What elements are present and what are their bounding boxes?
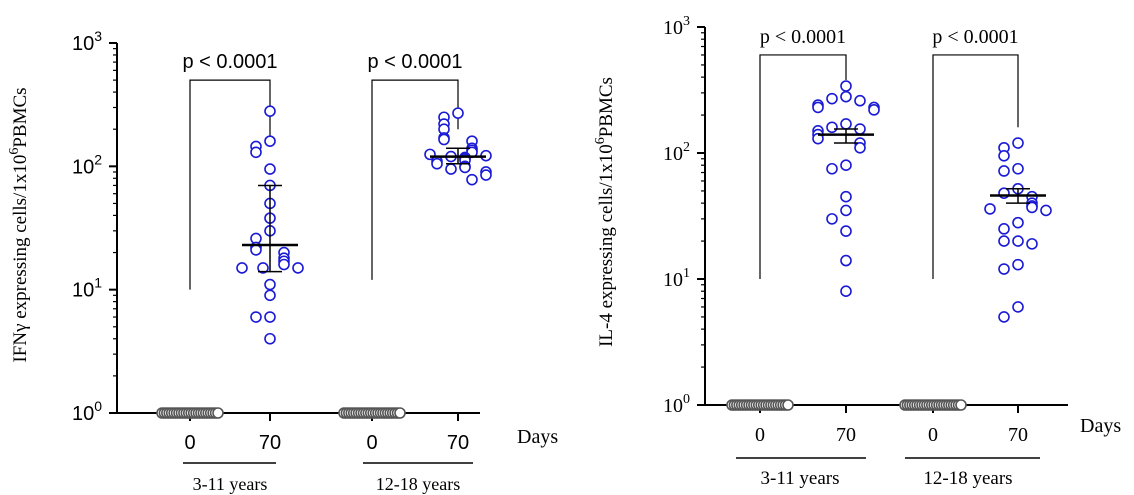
x-category-label: 70 [259,432,281,454]
panel-ifng: 100 101 102 103 IFNγ expressing cells/1x106P… [7,28,558,494]
data-point [264,332,276,345]
data-point [1040,204,1052,217]
data-point [840,204,852,217]
data-point [250,311,262,323]
panel-il4: 100 101 102 103 IL-4 expressing cells/1x106P… [593,14,1121,489]
data-point [1012,258,1024,271]
data-point [840,285,852,298]
data-point [250,146,262,159]
data-point [984,203,996,215]
data-point [1012,137,1024,149]
data-point [998,150,1010,162]
data-point [250,244,262,256]
data-point [445,163,457,175]
data-point [840,80,852,92]
x-category-label: 70 [1008,424,1028,446]
x-category-label: 70 [447,432,469,454]
data-point [257,262,269,274]
data-point [438,133,450,146]
x-category-label: 0 [928,424,938,446]
y-tick-label: 101 [663,266,690,291]
data-point [1026,201,1038,214]
data-point [264,289,276,302]
data-point [840,118,852,130]
p-value-label: p < 0.0001 [367,51,462,73]
data-point [264,163,276,175]
data-point [826,121,838,134]
data-point [854,141,866,154]
data-point [998,235,1010,247]
data-point [854,94,866,107]
data-point [840,225,852,237]
data-point [278,258,290,271]
data-point [452,107,464,119]
data-point [840,190,852,203]
data-point [466,173,478,186]
comparison-bracket [932,54,1019,279]
data-point [264,311,276,323]
data-point [431,157,443,170]
group-label: 3-11 years [193,474,268,494]
data-point [840,90,852,103]
y-tick-label: 103 [663,14,690,39]
y-axis-label: IL-4 expressing cells/1x106PBMCs [593,77,617,347]
data-point [1026,238,1038,250]
data-point [394,407,406,419]
data-point [782,399,794,411]
x-unit-label: Days [517,426,558,448]
y-tick-label: 103 [72,28,102,55]
y-tick-label: 100 [663,392,690,417]
x-category-label: 0 [184,432,195,454]
y-tick-label: 102 [72,151,102,178]
data-point [840,254,852,267]
group-label: 12-18 years [923,468,1012,489]
y-axis-label: IFNγ expressing cells/1x106PBMCs [7,87,31,362]
data-point [826,162,838,175]
data-point [292,262,304,274]
group-label: 3-11 years [761,468,840,489]
data-point [998,223,1010,235]
p-value-label: p < 0.0001 [932,26,1018,48]
data-point [998,263,1010,275]
x-category-label: 70 [836,424,856,446]
data-point [236,262,248,274]
y-tick-label: 102 [663,140,690,165]
group-label: 12-18 years [376,474,460,494]
data-point [1012,216,1024,229]
p-value-label: p < 0.0001 [760,26,846,48]
data-point [868,104,880,116]
data-point [840,159,852,172]
data-point [812,101,824,114]
data-point [212,407,224,419]
data-point [955,399,967,411]
data-point [998,311,1010,323]
data-point [826,92,838,105]
y-tick-label: 101 [72,275,102,302]
data-point [826,213,838,225]
data-point [264,135,276,147]
data-point [459,161,471,174]
x-category-label: 0 [755,424,765,446]
data-point [1012,162,1024,175]
x-unit-label: Days [1080,415,1121,437]
x-category-label: 0 [366,432,377,454]
data-point [480,169,492,181]
data-point [1012,235,1024,247]
data-point [998,165,1010,177]
comparison-bracket [371,79,459,280]
data-point [264,105,276,117]
data-point [264,278,276,291]
y-tick-label: 100 [72,398,102,425]
p-value-label: p < 0.0001 [182,51,277,73]
data-point [1012,301,1024,313]
comparison-bracket [759,54,847,279]
